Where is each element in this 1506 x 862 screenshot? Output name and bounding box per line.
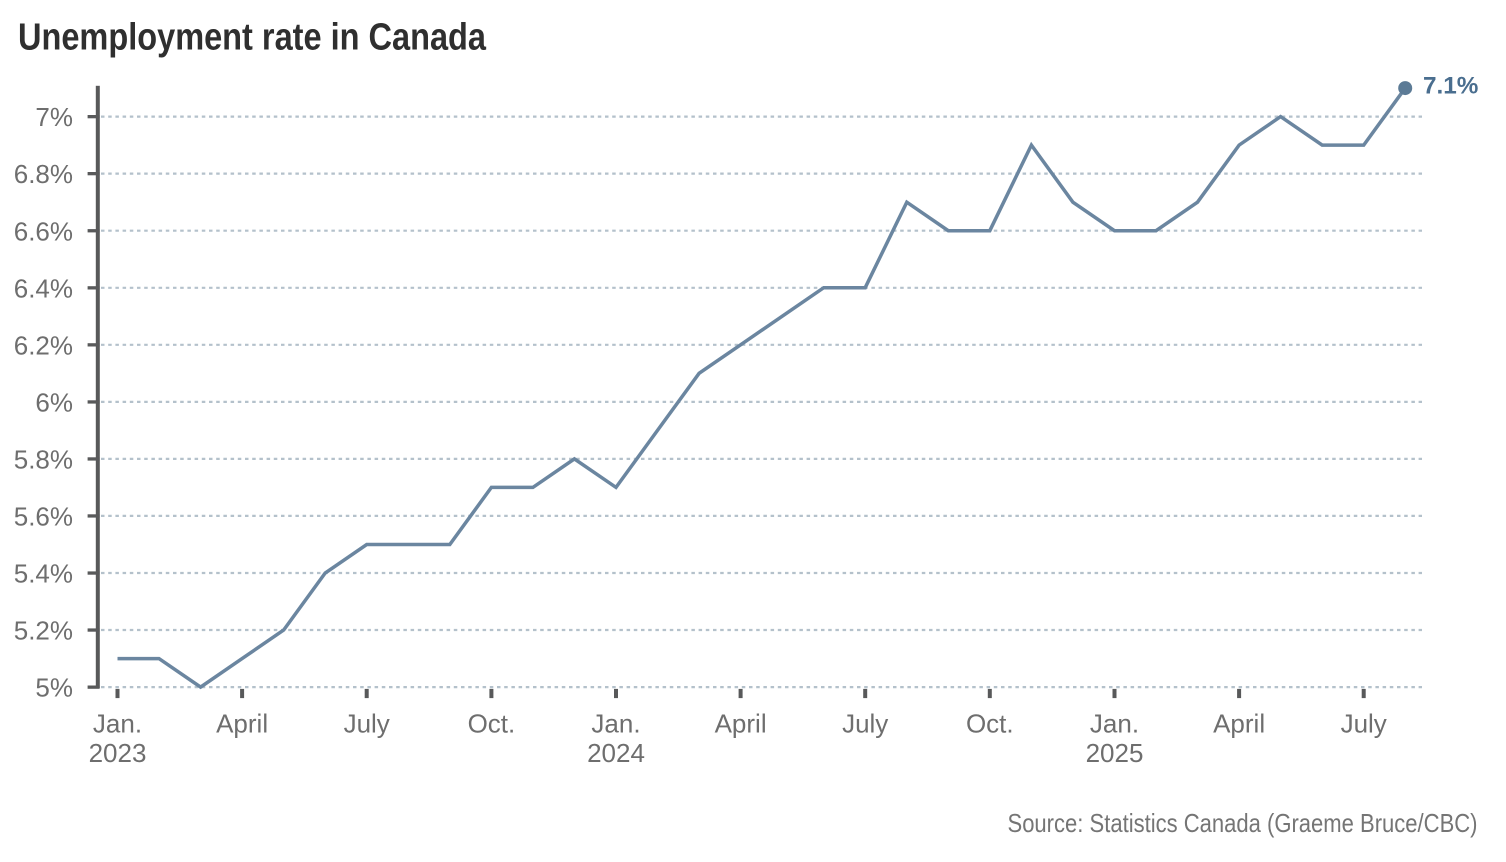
svg-text:Source: Statistics Canada (Gra: Source: Statistics Canada (Graeme Bruce/… <box>1008 808 1478 838</box>
svg-text:July: July <box>1341 709 1387 739</box>
svg-text:Jan.: Jan. <box>1090 709 1139 739</box>
svg-text:Oct.: Oct. <box>468 709 516 739</box>
svg-text:Oct.: Oct. <box>966 709 1014 739</box>
svg-text:2023: 2023 <box>89 738 147 768</box>
svg-text:2024: 2024 <box>587 738 645 768</box>
svg-text:6.8%: 6.8% <box>14 159 73 189</box>
svg-text:7.1%: 7.1% <box>1423 73 1478 100</box>
svg-text:6%: 6% <box>35 388 73 418</box>
svg-text:July: July <box>344 709 390 739</box>
svg-text:5.6%: 5.6% <box>14 502 73 532</box>
svg-text:Unemployment rate in Canada: Unemployment rate in Canada <box>18 16 487 58</box>
svg-text:Jan.: Jan. <box>591 709 640 739</box>
svg-text:April: April <box>216 709 268 739</box>
svg-text:Jan.: Jan. <box>93 709 142 739</box>
svg-text:April: April <box>715 709 767 739</box>
svg-text:6.2%: 6.2% <box>14 330 73 360</box>
svg-text:6.4%: 6.4% <box>14 273 73 303</box>
svg-text:2025: 2025 <box>1086 738 1144 768</box>
svg-text:July: July <box>842 709 888 739</box>
svg-text:7%: 7% <box>35 102 73 132</box>
svg-text:April: April <box>1213 709 1265 739</box>
svg-text:5.2%: 5.2% <box>14 616 73 646</box>
svg-text:5.8%: 5.8% <box>14 445 73 475</box>
svg-text:5.4%: 5.4% <box>14 559 73 589</box>
svg-text:5%: 5% <box>35 673 73 703</box>
svg-text:6.6%: 6.6% <box>14 216 73 246</box>
